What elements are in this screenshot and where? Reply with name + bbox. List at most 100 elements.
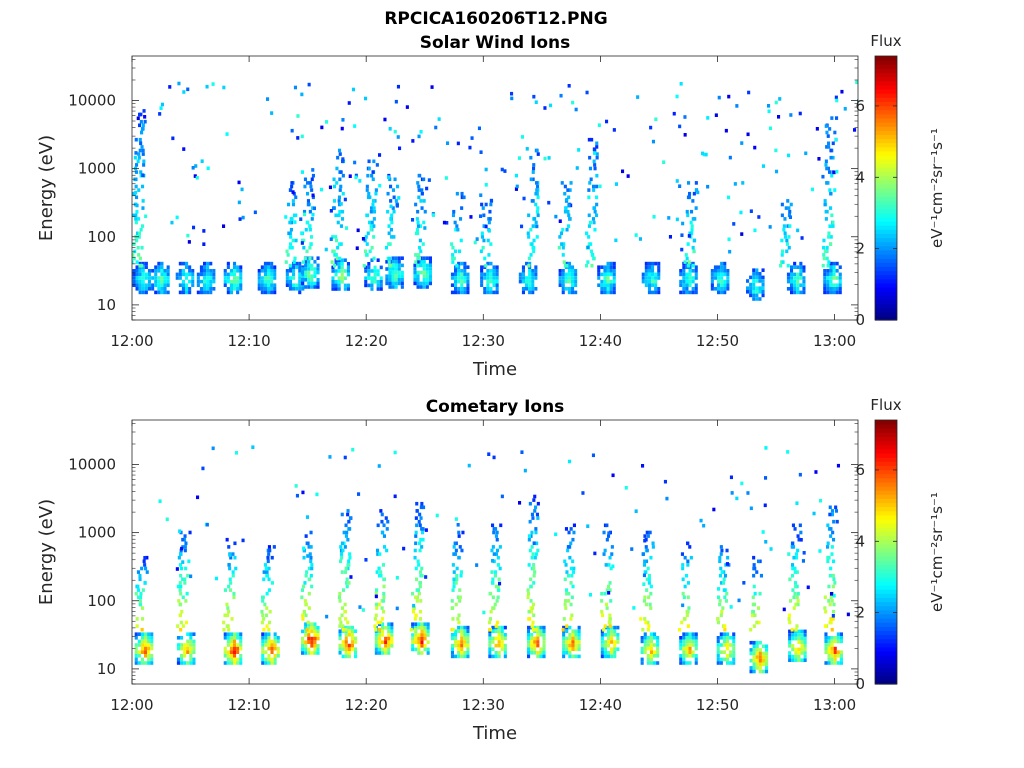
flux-spike [479, 199, 494, 268]
flux-blob [518, 261, 538, 295]
x-tick-label: 12:50 [696, 696, 739, 714]
flux-blob [640, 632, 660, 665]
flux-blob [261, 632, 280, 665]
flux-blob [450, 261, 470, 295]
x-tick-label: 12:00 [110, 696, 153, 714]
flux-blob [301, 256, 320, 289]
flux-spike [132, 109, 147, 268]
flux-blob [223, 261, 243, 295]
flux-blob [151, 261, 170, 295]
flux-spike [450, 191, 466, 268]
flux-spike [337, 509, 353, 632]
flux-spike [526, 494, 540, 632]
flux-blob [558, 261, 578, 295]
flux-spike [488, 523, 503, 632]
x-tick-label: 12:40 [579, 696, 622, 714]
axes-frame [131, 55, 859, 321]
x-tick-label: 13:00 [813, 696, 856, 714]
flux-spike [526, 148, 540, 268]
x-axis-label: Time [472, 359, 517, 380]
flux-blob [788, 629, 807, 662]
colorbar-tick-label: 4 [855, 168, 865, 186]
y-tick-label: 10 [97, 296, 116, 314]
colorbar-tick-label: 6 [855, 461, 865, 479]
flux-blob [824, 632, 843, 665]
flux-blob [716, 632, 736, 665]
flux-noise [134, 80, 858, 254]
flux-spike [284, 181, 298, 268]
flux-blob [480, 261, 499, 295]
flux-blob [823, 261, 842, 295]
colorbar-tick-label: 2 [855, 240, 865, 258]
flux-spike [450, 530, 465, 632]
x-tick-label: 12:40 [579, 332, 622, 350]
flux-spike [787, 523, 803, 632]
flux-spike [823, 505, 839, 632]
flux-blob [488, 625, 507, 659]
x-axis-label: Time [472, 723, 517, 744]
colorbar-tick-label: 4 [855, 532, 865, 550]
flux-spike [362, 159, 379, 268]
flux-spike [779, 199, 793, 268]
colorbar: 0 2 4 6 Flux eV⁻¹cm⁻²sr⁻¹s⁻¹ [855, 396, 946, 693]
x-tick-label: 12:30 [462, 332, 505, 350]
y-tick-label: 10 [97, 660, 116, 678]
flux-blob [134, 632, 154, 665]
flux-spike [749, 555, 763, 632]
flux-spike [414, 173, 427, 268]
y-tick-label: 1000 [78, 524, 116, 542]
x-tick-label: 12:20 [345, 332, 388, 350]
flux-spike [600, 523, 614, 632]
flux-blob [364, 258, 383, 291]
flux-blob [710, 261, 730, 295]
y-axis-label: Energy (eV) [36, 499, 57, 605]
panel-title: Solar Wind Ions [420, 33, 571, 53]
flux-spike [585, 137, 599, 268]
panel-title: Cometary Ions [426, 397, 565, 417]
spectrogram [132, 80, 858, 301]
axes-frame [131, 419, 859, 685]
flux-blob [175, 261, 195, 295]
flux-spike [639, 530, 655, 632]
panel-2: Cometary Ions 12:00 12:10 12:20 12:30 12:40 12… [36, 396, 946, 744]
flux-blob [196, 261, 216, 295]
x-tick-label: 12:50 [696, 332, 739, 350]
flux-spike [678, 541, 693, 632]
colorbar-title: Flux [870, 32, 901, 50]
flux-spike [373, 509, 390, 632]
flux-blob [679, 632, 698, 665]
colorbar-tick-label: 0 [855, 311, 865, 329]
y-tick-label: 10000 [68, 92, 116, 110]
colorbar-unit-label: eV⁻¹cm⁻²sr⁻¹s⁻¹ [928, 492, 946, 612]
y-tick-label: 1000 [78, 160, 116, 178]
flux-blob [749, 640, 769, 674]
flux-spike [409, 501, 426, 632]
flux-spike [330, 148, 345, 268]
flux-blob [257, 261, 277, 295]
x-tick-label: 12:10 [227, 332, 270, 350]
x-tick-label: 12:00 [110, 332, 153, 350]
colorbar-tick-label: 2 [855, 604, 865, 622]
x-tick-label: 12:20 [345, 696, 388, 714]
colorbar: 0 2 4 6 Flux eV⁻¹cm⁻²sr⁻¹s⁻¹ [855, 32, 946, 329]
y-tick-label: 100 [87, 592, 116, 610]
flux-spike [384, 173, 400, 268]
flux-spike [222, 537, 238, 632]
spectrogram [134, 445, 858, 674]
flux-spike [300, 173, 315, 268]
x-tick-label: 13:00 [813, 332, 856, 350]
flux-spike [561, 523, 576, 632]
flux-spike [683, 181, 699, 268]
flux-blob [450, 625, 470, 659]
flux-spike [300, 530, 314, 632]
colorbar-unit-label: eV⁻¹cm⁻²sr⁻¹s⁻¹ [928, 128, 946, 248]
flux-spike [176, 530, 192, 632]
colorbar-tick-label: 6 [855, 97, 865, 115]
flux-spike [134, 555, 149, 632]
x-tick-label: 12:10 [227, 696, 270, 714]
flux-blob [641, 261, 661, 295]
flux-blob [786, 261, 806, 295]
flux-blob [374, 622, 394, 655]
flux-blob [679, 261, 698, 295]
colorbar-tick-label: 0 [855, 675, 865, 693]
